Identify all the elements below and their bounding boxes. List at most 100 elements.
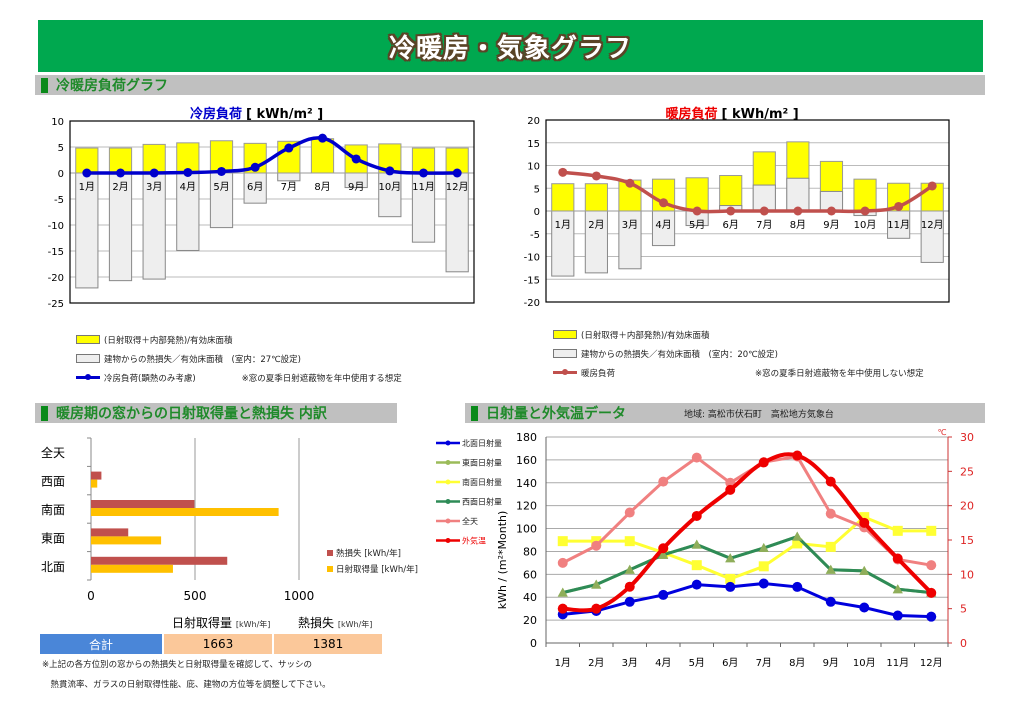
- section-marker: [41, 77, 48, 93]
- load-point: [419, 168, 428, 178]
- legend-label: (日射取得＋内部発熱)/有効床面積: [581, 330, 710, 341]
- x-tick-label: 1月: [555, 657, 571, 669]
- y-tick-label: 100: [516, 523, 537, 536]
- cooling-line-swatch: [76, 374, 100, 380]
- loss-swatch: [553, 349, 577, 358]
- y-tick-label: 180: [516, 431, 537, 444]
- series-line: [562, 534, 932, 595]
- data-point: [825, 564, 836, 574]
- data-point: [926, 525, 937, 536]
- legend-label: 全天: [462, 516, 478, 526]
- section-title: 暖房期の窓からの日射取得量と熱損失 内訳: [56, 406, 327, 422]
- data-point: [624, 564, 635, 574]
- x-tick-label: 1月: [555, 219, 571, 231]
- data-point: [658, 476, 669, 487]
- y-tick-label: 0: [530, 637, 537, 650]
- heat-loss-bar: [91, 528, 129, 537]
- legend-label: 南面日射量: [462, 477, 502, 487]
- series-line: [562, 452, 933, 613]
- heating-load-chart: 暖房負荷 [ kWh/m² ] 20 15 10 5 0 -5 -10 -15 -20 1月 2月 3月 4…: [524, 106, 950, 309]
- category-label: 北面: [41, 560, 65, 574]
- load-point: [860, 206, 870, 216]
- y-tick-label: 0: [58, 169, 64, 180]
- data-point: [926, 587, 937, 598]
- data-point: [792, 581, 803, 592]
- solar-gain-bar: [91, 479, 98, 488]
- load-point: [82, 168, 92, 178]
- chart-title: 冷房負荷: [190, 106, 242, 122]
- load-point: [793, 206, 803, 216]
- load-point: [726, 206, 736, 216]
- x-tick-label: 10月: [853, 657, 876, 669]
- data-point: [691, 539, 702, 549]
- x-tick-label: 3月: [622, 219, 638, 231]
- y-tick-label: -10: [48, 221, 64, 232]
- x-tick-label: 2月: [112, 181, 128, 193]
- data-point: [792, 450, 803, 461]
- x-tick-label: 11月: [886, 657, 909, 669]
- section-marker: [41, 405, 48, 421]
- y-tick-label: -25: [48, 299, 64, 310]
- y2-tick-label: 25: [960, 465, 974, 478]
- legend-note: ※窓の夏季日射遮蔽物を年中使用する想定: [241, 373, 402, 384]
- x-tick-label: 6月: [723, 219, 739, 231]
- legend-marker: [445, 440, 451, 446]
- y-tick-label: 0: [534, 207, 540, 218]
- gain-bar: [310, 138, 335, 174]
- x-tick-label: 500: [184, 589, 207, 603]
- x-tick-label: 5月: [689, 657, 705, 669]
- legend-label: 建物からの熱損失／有効床面積 (室内：20℃設定): [581, 349, 778, 360]
- y2-tick-label: 5: [960, 603, 967, 616]
- load-point: [351, 154, 361, 164]
- x-tick-label: 7月: [281, 181, 297, 193]
- gain-bar: [551, 183, 575, 212]
- data-point: [624, 536, 635, 547]
- data-point: [624, 507, 635, 518]
- x-tick-label: 3月: [146, 181, 162, 193]
- y-tick-label: 120: [516, 500, 537, 513]
- legend-note: ※窓の夏季日射遮蔽物を年中使用しない想定: [755, 368, 924, 379]
- y-tick-label: 5: [58, 143, 64, 154]
- load-point: [894, 201, 904, 211]
- load-point: [385, 166, 395, 176]
- load-point: [759, 206, 769, 216]
- load-point: [284, 143, 294, 153]
- load-point: [452, 168, 462, 178]
- x-tick-label: 8月: [790, 219, 806, 231]
- y-tick-label: 15: [527, 139, 540, 150]
- y-tick-label: 140: [516, 477, 537, 490]
- heating-line-swatch: [553, 369, 577, 375]
- data-point: [859, 602, 870, 613]
- loss-swatch: [76, 354, 100, 363]
- legend-label-solar-gain: 日射取得量 [kWh/年]: [336, 564, 418, 575]
- y-axis-label: kWh / (m²*Month): [496, 511, 509, 610]
- load-point: [659, 198, 669, 208]
- x-tick-label: 2月: [588, 657, 604, 669]
- heat-loss-bar: [91, 471, 102, 480]
- legend-marker: [445, 518, 451, 524]
- legend-item-gain: (日射取得＋内部発熱)/有効床面積: [553, 325, 924, 344]
- load-point: [116, 168, 125, 178]
- x-tick-label: 12月: [920, 657, 943, 669]
- page-title: 冷暖房・気象グラフ: [388, 33, 632, 64]
- y-tick-label: 10: [527, 162, 540, 173]
- y-tick-label: 160: [516, 454, 537, 467]
- data-point: [825, 476, 836, 487]
- climate-chart: 0 20 40 60 80 100 120 140 160 180 0 5 10 15 20 25 30 ℃ 1月 2…: [436, 428, 974, 669]
- data-point: [892, 610, 903, 621]
- data-point: [691, 510, 702, 521]
- legend-marker: [445, 538, 451, 543]
- cooling-legend: (日射取得＋内部発熱)/有効床面積 建物からの熱損失／有効床面積 (室内：27℃…: [76, 330, 402, 387]
- category-label: 全天: [41, 445, 65, 460]
- legend-marker: [445, 479, 451, 485]
- x-tick-label: 10月: [378, 181, 401, 193]
- x-tick-label: 10月: [854, 219, 877, 231]
- load-point: [826, 206, 836, 216]
- data-point: [758, 457, 769, 468]
- legend-label-heat-loss: 熱損失 [kWh/年]: [336, 548, 401, 559]
- section-title: 冷暖房負荷グラフ: [56, 78, 168, 94]
- x-tick-label: 5月: [213, 181, 229, 193]
- data-point: [691, 452, 702, 463]
- summary-gain-total: 1663: [164, 634, 272, 654]
- load-point: [927, 181, 937, 191]
